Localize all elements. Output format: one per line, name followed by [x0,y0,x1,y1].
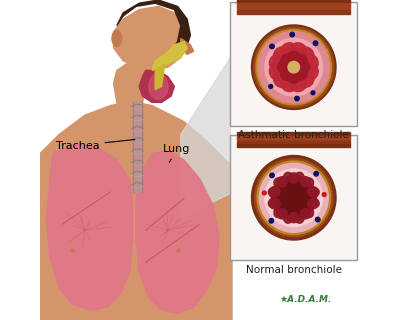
Polygon shape [133,102,142,192]
Bar [237,132,350,136]
Circle shape [322,193,326,196]
Polygon shape [268,172,319,223]
Circle shape [258,31,330,103]
Bar [237,0,350,3]
Circle shape [316,217,320,222]
Circle shape [274,47,292,65]
Circle shape [295,96,299,101]
Polygon shape [117,0,190,54]
Circle shape [274,48,313,86]
Circle shape [274,69,292,87]
Circle shape [314,172,318,176]
Circle shape [269,219,274,223]
Polygon shape [155,64,165,90]
Text: Normal bronchiole: Normal bronchiole [246,265,342,276]
Bar [237,136,350,140]
Circle shape [280,54,293,67]
Circle shape [278,61,290,74]
Polygon shape [114,6,187,70]
Ellipse shape [112,30,122,46]
Bar [237,3,350,9]
Circle shape [269,62,287,80]
Bar [237,10,350,14]
Circle shape [270,199,280,209]
Circle shape [255,159,333,237]
Circle shape [254,27,334,107]
Bar [230,2,357,126]
Polygon shape [40,102,232,320]
Circle shape [296,47,314,65]
Text: Asthmatic bronchiole: Asthmatic bronchiole [238,130,349,140]
Polygon shape [181,58,230,218]
Text: Trachea: Trachea [56,140,135,151]
Circle shape [287,70,300,83]
Circle shape [300,209,310,219]
Circle shape [289,74,307,92]
Polygon shape [114,64,149,102]
Circle shape [281,74,298,92]
Circle shape [256,29,332,105]
Circle shape [311,91,315,95]
Circle shape [294,54,307,67]
Circle shape [313,41,318,45]
Circle shape [289,43,307,61]
Circle shape [270,173,274,178]
Circle shape [262,191,266,195]
Circle shape [300,62,318,80]
Circle shape [290,32,294,37]
Polygon shape [181,38,194,54]
Circle shape [296,69,314,87]
Circle shape [277,209,287,219]
Circle shape [308,187,318,197]
Ellipse shape [149,74,168,99]
Circle shape [270,44,274,49]
Circle shape [269,54,287,72]
Circle shape [300,54,318,72]
Circle shape [259,163,328,232]
Circle shape [265,38,322,96]
Polygon shape [134,102,141,192]
Circle shape [294,68,307,80]
Circle shape [297,61,310,74]
Circle shape [281,43,298,61]
Text: Lung: Lung [163,144,190,162]
Polygon shape [152,42,187,70]
Circle shape [276,180,311,215]
Circle shape [287,51,300,64]
Circle shape [252,156,336,240]
Polygon shape [46,144,133,310]
Circle shape [257,161,330,235]
Circle shape [269,84,273,88]
Circle shape [280,68,293,80]
Circle shape [308,199,318,209]
Circle shape [265,169,322,227]
Polygon shape [139,70,174,102]
Circle shape [289,173,299,183]
Circle shape [270,187,280,197]
Text: ★A.D.A.M.: ★A.D.A.M. [280,295,332,304]
Circle shape [289,212,299,223]
Bar [237,144,350,147]
Circle shape [272,176,316,220]
Circle shape [300,177,310,187]
Circle shape [277,177,287,187]
Polygon shape [136,150,219,314]
Circle shape [252,25,336,109]
Circle shape [288,61,300,73]
Bar [237,141,350,144]
Bar [230,135,357,260]
